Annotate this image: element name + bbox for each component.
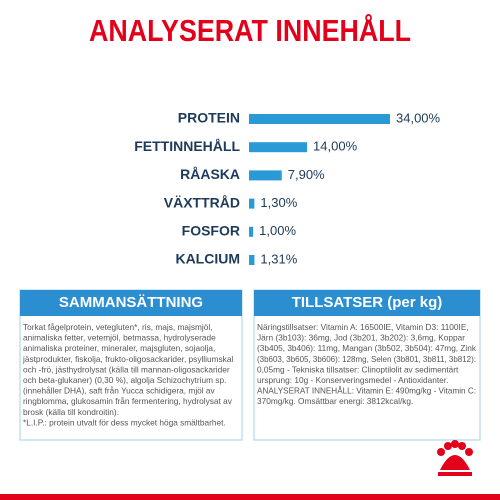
additives-header — [254, 290, 480, 316]
value-label: 1,00% — [259, 223, 296, 238]
bar — [249, 255, 255, 265]
category-label: RÅASKA — [180, 166, 240, 182]
value-label: 7,90% — [288, 167, 325, 182]
body-line: brosk (källa till kondroitin). — [23, 407, 119, 417]
bar — [249, 142, 308, 153]
body-line: och beta-glukaner) (0,30 %), algolja Sch… — [23, 375, 226, 385]
category-label: VÄXTTRÅD — [164, 194, 240, 210]
body-line: Järn (3b103): 36mg, Jod (3b201, 3b202): … — [257, 333, 465, 343]
value-label: 1,30% — [260, 195, 297, 210]
value-label: 14,00% — [313, 139, 358, 154]
value-label: 1,31% — [260, 251, 297, 266]
body-line: animaliska fetter, vetemjöl, betmassa, h… — [23, 333, 216, 343]
composition-header — [20, 290, 242, 316]
body-line: ringblomma, glukosamin från fermentering… — [23, 396, 233, 406]
bar — [249, 226, 254, 237]
category-label: KALCIUM — [175, 251, 240, 267]
bar — [249, 198, 255, 209]
body-line: Näringstillsatser: Vitamin A: 16500IE, V… — [257, 322, 469, 332]
category-label: PROTEIN — [178, 110, 240, 126]
additives-title: TILLSATSER (per kg) — [292, 294, 443, 311]
body-line: (3b603, 3b605, 3b606): 128mg, Selen (3b8… — [257, 354, 476, 364]
category-label: FOSFOR — [182, 223, 240, 239]
body-line: ursprung: 10g - Konserveringsmedel - Ant… — [257, 375, 448, 385]
bar — [249, 170, 282, 181]
body-line: ANALYSERAT INNEHÅLL: Vitamin E: 490mg/kg… — [257, 386, 476, 396]
logo — [437, 440, 473, 476]
body-line: animaliska proteiner, mineraler, majsglu… — [23, 343, 215, 353]
composition-title: SAMMANSÄTTNING — [59, 294, 203, 311]
body-line: 370mg/kg. Omsättbar energi: 3812kcal/kg. — [257, 396, 413, 406]
body-line: *L.I.P.: protein utvalt för dess mycket … — [23, 417, 226, 427]
body-line: jästprodukter, fiskolja, frukto-oligosac… — [22, 354, 233, 364]
body-line: och -frö, jästhydrolysat (källa till man… — [23, 364, 230, 374]
bar — [249, 114, 390, 124]
body-line: Torkat fågelprotein, vetegluten*, ris, m… — [23, 322, 213, 332]
value-label: 34,00% — [396, 110, 441, 125]
body-line: 0,05mg - Tekniska tillsatser: Clinoptilo… — [257, 364, 459, 374]
body-line: (3b405, 3b406): 11mg, Mangan (3b502, 3b5… — [257, 343, 477, 353]
body-line: (innehåller DHA), saft från Yucca schidi… — [23, 386, 216, 396]
bottom-strip — [0, 494, 500, 500]
chart-title: ANALYSERAT INNEHÅLL — [89, 13, 411, 48]
category-label: FETTINNEHÅLL — [134, 138, 240, 154]
